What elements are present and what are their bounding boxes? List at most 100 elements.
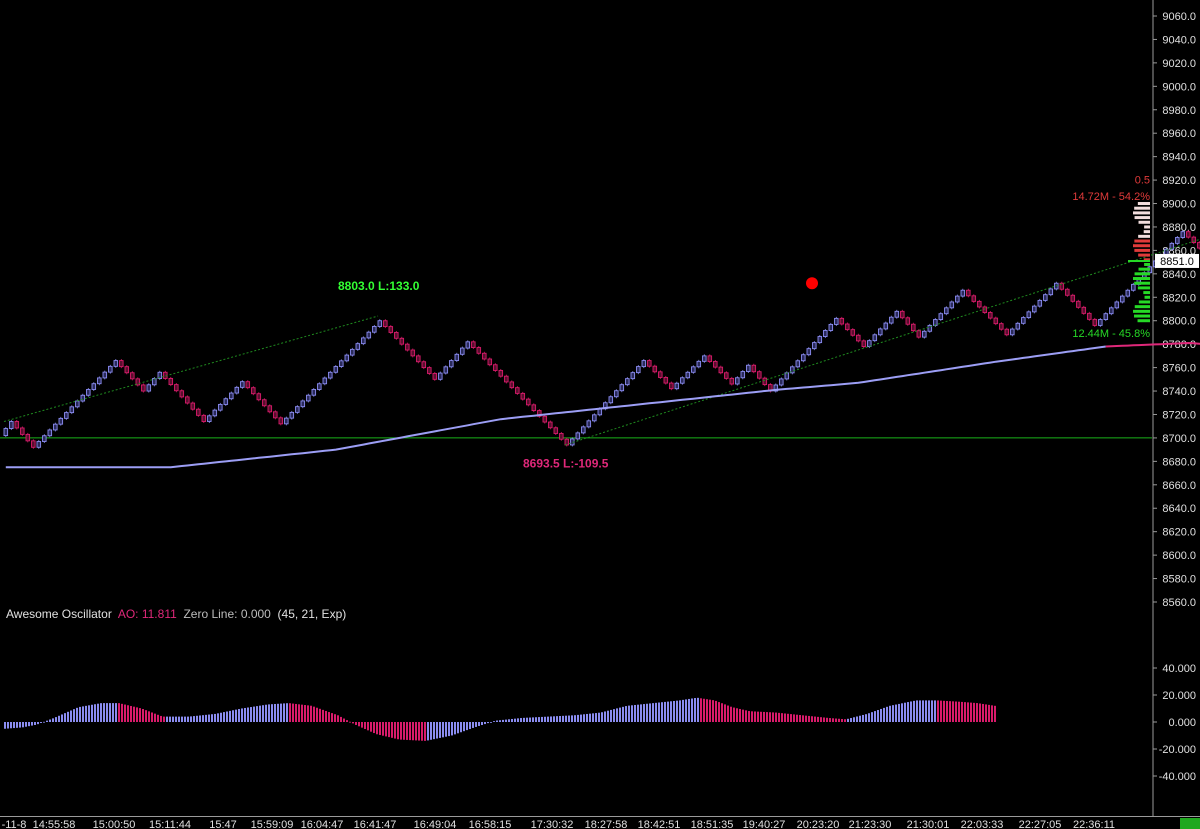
price-tick-label: 8660.0	[1162, 480, 1196, 492]
oscillator-bar	[628, 705, 630, 722]
price-bar	[581, 426, 586, 434]
price-tick-label: 8620.0	[1162, 527, 1196, 539]
oscillator-bar	[148, 711, 150, 722]
oscillator-bar	[784, 713, 786, 722]
oscillator-bar	[256, 706, 258, 722]
oscillator-bar	[265, 704, 267, 722]
price-bar	[311, 389, 317, 396]
price-bar	[141, 384, 146, 392]
oscillator-bar	[145, 710, 147, 722]
oscillator-bar	[304, 705, 306, 722]
price-bar	[537, 410, 542, 417]
time-tick-label: 22:03:33	[961, 819, 1004, 829]
price-bar	[278, 417, 284, 425]
oscillator-bar	[787, 713, 789, 722]
price-bar	[856, 334, 861, 342]
oscillator-bar	[637, 704, 639, 722]
oscillator-bar	[976, 703, 978, 722]
oscillator-bar	[568, 715, 570, 722]
oscillator-bar	[919, 700, 921, 722]
price-bar	[702, 355, 707, 362]
oscillator-bar	[481, 722, 483, 726]
oscillator-bar	[874, 711, 876, 722]
oscillator-bar	[361, 722, 363, 728]
oscillator-bar	[424, 722, 426, 741]
oscillator-bar	[802, 715, 804, 722]
price-bar	[553, 427, 559, 434]
oscillator-bar	[580, 714, 582, 722]
oscillator-bar	[493, 721, 495, 722]
price-bar	[119, 360, 124, 368]
price-bar	[47, 429, 53, 437]
oscillator-bar	[931, 700, 933, 722]
moving-average-line	[5, 345, 1106, 469]
price-bar	[515, 387, 520, 394]
oscillator-bar	[583, 714, 585, 722]
oscillator-bar	[247, 707, 249, 722]
oscillator-bar	[895, 704, 897, 722]
price-bar	[476, 347, 482, 354]
price-bar	[350, 348, 355, 356]
oscillator-bar	[52, 718, 54, 722]
oscillator-bar	[700, 698, 702, 722]
price-bar	[102, 371, 108, 379]
price-bar	[938, 313, 944, 320]
price-bar	[740, 371, 746, 379]
oscillator-bar	[460, 722, 462, 733]
price-bar	[295, 406, 300, 413]
oscillator-bar	[160, 715, 162, 722]
price-bar	[25, 433, 31, 442]
volume-profile-bar	[1143, 258, 1150, 262]
oscillator-bar	[448, 722, 450, 737]
oscillator-bar	[973, 702, 975, 722]
price-bar	[185, 396, 190, 404]
oscillator-bar	[877, 710, 879, 722]
price-bar	[146, 384, 152, 392]
time-tick-label: 16:58:15	[469, 819, 512, 829]
volume-profile-bar	[1137, 202, 1150, 206]
oscillator-bar	[67, 711, 69, 722]
oscillator-bar	[541, 716, 543, 722]
oscillator-bar	[292, 703, 294, 722]
oscillator-legend: Awesome Oscillator AO: 11.811 Zero Line:…	[6, 607, 346, 621]
oscillator-bar	[835, 718, 837, 722]
price-bar	[1191, 236, 1197, 244]
price-bar	[949, 301, 955, 309]
oscillator-bar	[382, 722, 384, 736]
price-bar	[80, 394, 86, 402]
price-bar	[273, 411, 278, 419]
oscillator-bar	[244, 707, 246, 722]
price-bar	[916, 330, 922, 338]
oscillator-bar	[409, 722, 411, 741]
oscillator-bar	[253, 706, 255, 722]
price-tick-label: 8880.0	[1162, 222, 1196, 234]
current-price-label: 8851.0	[1160, 256, 1194, 268]
oscillator-bar	[436, 722, 438, 739]
oscillator-bar	[574, 715, 576, 722]
oscillator-bar	[646, 703, 648, 722]
price-bar	[42, 435, 47, 442]
price-bar	[58, 417, 64, 425]
oscillator-bar	[487, 722, 489, 724]
price-bar	[751, 364, 757, 373]
oscillator-bar	[610, 709, 612, 722]
oscillator-bar	[181, 716, 183, 722]
price-bar	[1087, 312, 1092, 320]
oscillator-bar	[625, 706, 627, 722]
price-bar	[1010, 328, 1015, 336]
oscillator-bar	[619, 707, 621, 722]
oscillator-bar	[250, 707, 252, 722]
oscillator-bar	[31, 722, 33, 726]
oscillator-bar	[712, 700, 714, 722]
volume-profile-bar	[1138, 300, 1150, 304]
price-bar	[608, 396, 614, 404]
oscillator-bar	[82, 706, 84, 722]
oscillator-bar	[613, 709, 615, 722]
price-bar	[399, 337, 405, 345]
oscillator-bar	[565, 715, 567, 722]
current-price-tag	[1155, 253, 1199, 268]
price-bar	[284, 417, 289, 425]
price-bar	[669, 382, 674, 390]
oscillator-bar	[943, 700, 945, 722]
